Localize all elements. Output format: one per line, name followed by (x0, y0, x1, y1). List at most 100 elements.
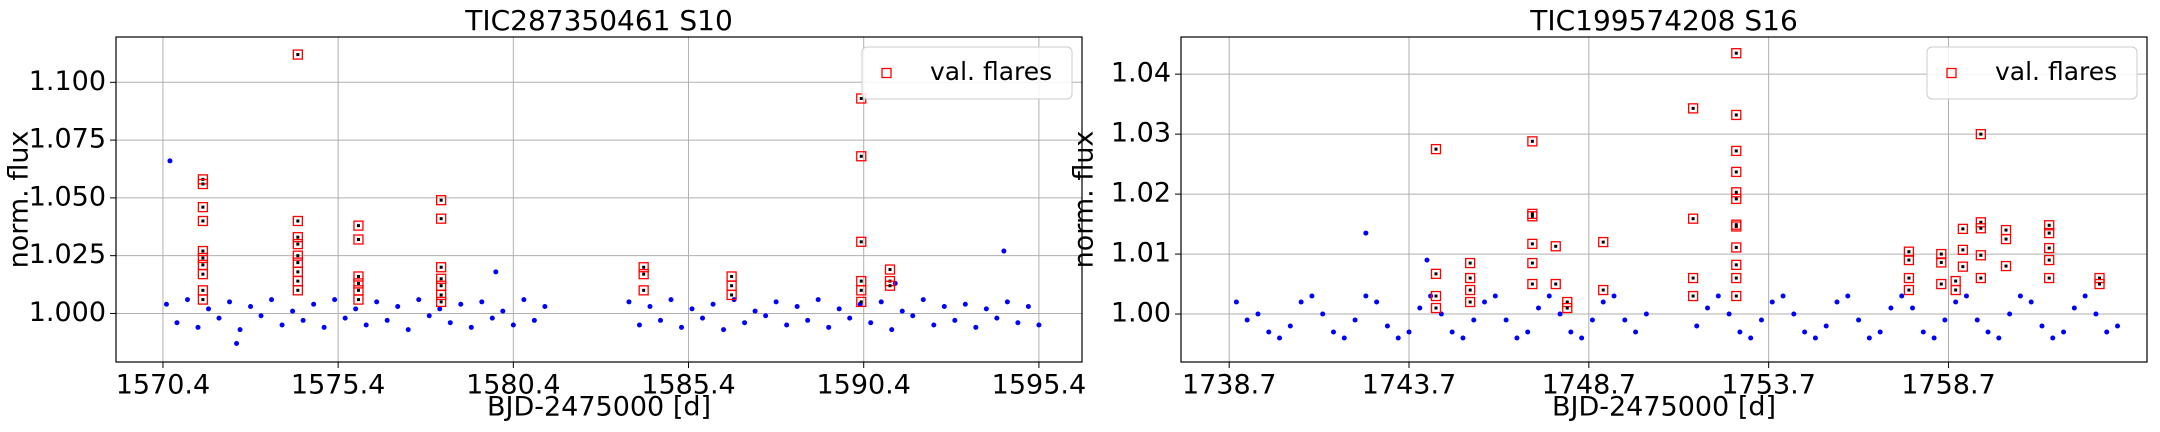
flare-center (201, 219, 205, 223)
data-point (1428, 293, 1434, 299)
flare-marker (197, 252, 209, 264)
flare-marker (292, 238, 303, 250)
x-tick-label: 1738.7 (1182, 370, 1276, 401)
data-point (815, 297, 821, 303)
flare-point (1550, 278, 1561, 290)
data-point (647, 304, 653, 310)
flare-marker (353, 285, 364, 296)
flare-point (292, 215, 303, 227)
flare-marker (1731, 290, 1742, 302)
flare-center (1691, 294, 1695, 298)
flare-marker (2000, 233, 2012, 245)
x-tick-label: 1590.4 (816, 370, 910, 401)
data-point (269, 297, 275, 303)
flare-marker (1430, 268, 1442, 280)
flare-marker (1465, 296, 1476, 308)
data-point (1579, 335, 1585, 341)
flare-point (884, 280, 896, 291)
data-point (1266, 329, 1272, 335)
data-point (1255, 311, 1261, 317)
flare-marker (2044, 220, 2055, 231)
flare-marker (856, 236, 867, 247)
flare-center (1468, 300, 1472, 304)
flare-center (859, 300, 863, 304)
data-point (1244, 317, 1250, 323)
flare-marker (197, 285, 209, 296)
flare-center (439, 217, 443, 221)
data-point (1546, 293, 1552, 299)
flare-point (1731, 290, 1742, 302)
flare-center (1961, 248, 1965, 252)
flare-marker (292, 257, 303, 268)
flare-point (1731, 259, 1742, 271)
flare-point (1465, 272, 1476, 284)
legend-box (1926, 46, 2138, 100)
flare-point (726, 289, 737, 301)
data-point (1557, 311, 1563, 317)
flare-center (1530, 242, 1534, 246)
flare-point (2044, 242, 2055, 254)
flare-center (1434, 272, 1438, 276)
data-point (290, 308, 296, 314)
data-point (962, 301, 968, 307)
flare-center (1939, 260, 1943, 264)
data-point (468, 324, 474, 330)
flare-center (1554, 282, 1558, 286)
flare-marker (1687, 290, 1699, 302)
flare-center (1734, 51, 1738, 55)
flare-point (2094, 278, 2105, 290)
flare-marker (353, 278, 364, 289)
data-point (878, 299, 884, 305)
data-point (794, 304, 800, 310)
data-point (1802, 329, 1808, 335)
data-point (1460, 335, 1466, 341)
flare-marker (197, 259, 209, 271)
data-point (1287, 323, 1293, 329)
data-point (174, 320, 180, 326)
data-point (2061, 329, 2067, 335)
flare-marker (1731, 48, 1742, 59)
flare-marker (1936, 278, 1947, 290)
flare-center (1979, 132, 1983, 136)
x-tick-label: 1570.4 (116, 370, 210, 401)
flare-marker (1550, 241, 1561, 252)
flare-marker (2000, 260, 2012, 272)
flare-center (1734, 190, 1738, 194)
flare-center (201, 288, 205, 292)
data-point (2039, 323, 2045, 329)
flare-center (2004, 237, 2008, 241)
flare-center (201, 182, 205, 186)
data-point (1320, 311, 1326, 317)
flare-point (1550, 241, 1561, 252)
flare-center (296, 279, 300, 283)
flare-marker (726, 280, 737, 291)
flare-center (1734, 149, 1738, 153)
data-point (510, 322, 516, 328)
data-point (689, 306, 695, 312)
data-point (826, 324, 832, 330)
flare-marker (638, 269, 649, 280)
flare-marker (1430, 290, 1442, 302)
flare-marker (1903, 272, 1915, 284)
data-point (489, 315, 495, 321)
flare-center (296, 261, 300, 265)
flare-center (2047, 246, 2051, 250)
data-point (752, 308, 758, 314)
data-point (1942, 317, 1948, 323)
flare-marker (1527, 211, 1538, 222)
flare-point (1687, 213, 1699, 224)
data-point (363, 322, 369, 328)
data-point (1482, 299, 1488, 305)
flare-marker (638, 262, 649, 273)
legend-label: val. flares (930, 57, 1052, 86)
flare-center (2004, 264, 2008, 268)
flare-center (642, 288, 646, 292)
flare-point (436, 195, 447, 206)
flare-center (356, 281, 360, 285)
flare-marker (1950, 284, 1961, 296)
flare-point (1731, 221, 1742, 232)
flare-marker (2044, 254, 2055, 266)
flare-marker (1731, 109, 1742, 121)
data-point (1568, 329, 1574, 335)
data-point (941, 304, 947, 310)
